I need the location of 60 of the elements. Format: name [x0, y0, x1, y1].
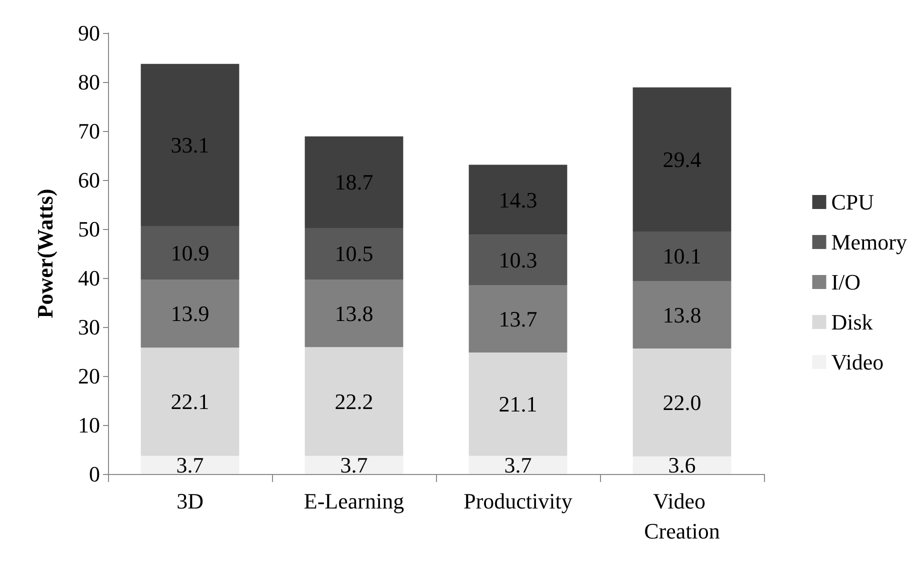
bar — [304, 279, 404, 348]
data-label: 3.6 — [668, 452, 696, 478]
legend-label: I/O — [831, 270, 861, 294]
y-tick-label: 50 — [78, 216, 100, 242]
bar — [468, 285, 568, 352]
y-tick-label: 60 — [78, 168, 100, 192]
data-label: 33.1 — [170, 132, 210, 158]
data-label: 3.7 — [504, 452, 532, 478]
legend-label: CPU — [831, 190, 874, 214]
data-label: 13.8 — [334, 300, 374, 326]
bar — [304, 228, 404, 280]
x-tick-label: 3D — [176, 488, 204, 514]
bar — [632, 348, 732, 456]
y-tick-label: 30 — [78, 314, 100, 340]
y-tick-label: 0 — [89, 462, 100, 486]
legend-label: Video — [831, 350, 884, 374]
bar — [632, 280, 732, 349]
bar — [140, 279, 240, 348]
bar — [304, 136, 404, 228]
bar — [632, 87, 732, 232]
bar — [468, 456, 568, 474]
data-label: 22.1 — [170, 389, 210, 414]
bar — [632, 231, 732, 281]
data-label: 14.3 — [498, 187, 538, 212]
y-axis-title: Power(Watts) — [32, 188, 58, 318]
legend-label: Disk — [831, 310, 873, 334]
bar — [468, 164, 568, 235]
data-label: 18.7 — [334, 170, 374, 195]
data-label: 13.9 — [170, 301, 210, 326]
bar — [140, 226, 240, 280]
bar — [304, 347, 404, 456]
y-tick-label: 90 — [78, 20, 100, 46]
bar — [468, 234, 568, 286]
y-tick-label: 70 — [78, 118, 100, 144]
bar — [140, 64, 240, 226]
data-label: 10.1 — [662, 244, 702, 269]
bar — [140, 348, 240, 456]
data-label: 13.8 — [662, 302, 702, 328]
data-label: 29.4 — [662, 146, 702, 172]
data-label: 10.3 — [498, 248, 538, 273]
data-label: 10.5 — [334, 241, 374, 266]
data-label: 13.7 — [498, 306, 538, 332]
y-tick-label: 80 — [78, 70, 100, 94]
data-label: 10.9 — [170, 240, 210, 266]
data-label: 22.2 — [334, 388, 374, 414]
data-label: 3.7 — [340, 452, 368, 478]
bar — [468, 352, 568, 456]
y-tick-label: 20 — [78, 364, 100, 388]
legend-label: Memory — [831, 230, 907, 254]
bar — [140, 456, 240, 474]
data-label: 21.1 — [498, 392, 538, 417]
y-tick-label: 40 — [78, 266, 100, 290]
x-tick-label: E-Learning — [304, 488, 404, 514]
data-label: 3.7 — [176, 452, 204, 478]
x-tick-label: Productivity — [464, 488, 572, 514]
x-tick-label: Video Creation — [644, 488, 720, 544]
data-label: 22.0 — [662, 390, 702, 415]
bar — [304, 456, 404, 474]
y-tick-label: 10 — [78, 412, 100, 438]
bar — [632, 456, 732, 474]
